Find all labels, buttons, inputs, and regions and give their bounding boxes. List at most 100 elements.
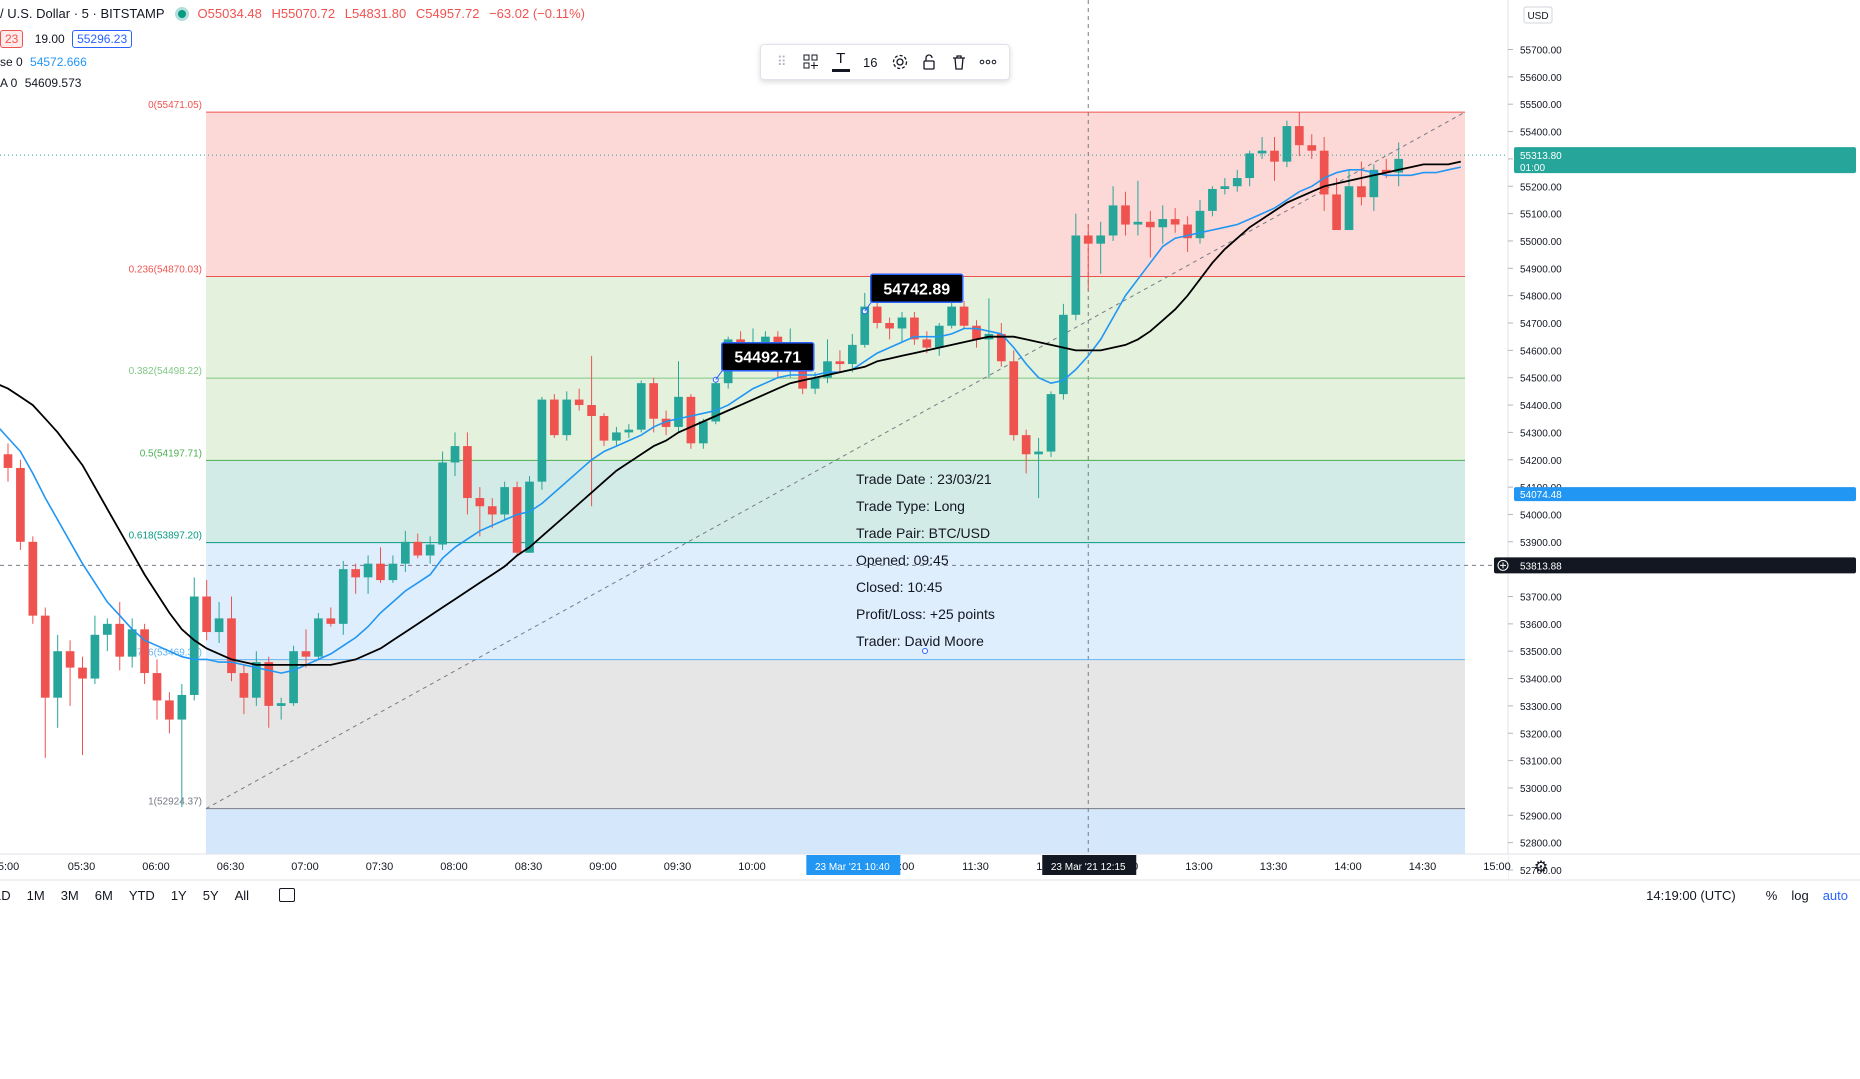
candle-body [388,563,398,581]
candle-body [823,361,832,378]
candle-body [264,662,274,706]
time-tick-label: 13:00 [1185,861,1213,873]
template-icon[interactable] [798,49,824,75]
drag-handle-icon[interactable]: ⠿ [776,54,787,69]
fib-level-label: 0.382(54498.22) [129,366,202,377]
currency-badge[interactable] [1523,6,1553,24]
trade-notes[interactable]: Trade Date : 23/03/21 Trade Type: Long T… [856,470,995,659]
interval-label[interactable]: 5 [81,6,89,21]
price-tick-label: 53100.00 [1520,757,1562,768]
candle-body [1369,169,1379,198]
candle-body [810,377,820,389]
fib-level-label: 0.5(54197.71) [140,448,202,459]
candle-body [127,629,137,657]
percent-toggle[interactable]: % [1765,887,1778,903]
price-callout-exit[interactable]: 54742.89 [861,273,964,315]
add-alert-icon[interactable] [1497,559,1509,571]
ma-price-label: 54074.48 [1520,490,1562,501]
price-tick-label: 53900.00 [1520,538,1562,549]
lock-icon[interactable] [916,49,942,75]
callout-price: 54742.89 [883,281,950,298]
candle-body [1319,150,1329,195]
candle-body [1294,126,1304,146]
time-tick-label: 06:30 [217,861,245,873]
candle-body [1208,188,1217,211]
indicator-row-2[interactable]: se 0 54572.666 [0,55,87,69]
time-tick-label: 14:30 [1409,861,1437,873]
price-tick-label: 52900.00 [1520,811,1562,822]
time-tick-label: 08:30 [515,861,543,873]
callout-box [870,273,964,304]
candle-body [1232,178,1242,187]
indicator-row-1[interactable]: 23 19.00 55296.23 [0,30,133,48]
range-button-all[interactable]: All [234,887,250,903]
candle-body [16,467,25,542]
candle-body [1096,235,1106,244]
candle-body [1170,219,1180,225]
crosshair-price-tag [1494,557,1856,574]
candle-body [1357,186,1366,198]
range-button-1y[interactable]: 1Y [170,887,187,903]
range-button-3m[interactable]: 3M [60,887,79,903]
fib-zones [206,112,1465,854]
candle-body [922,339,932,348]
candle-body [251,662,261,698]
candle-body [1133,221,1143,225]
indicator-row-3[interactable]: A 0 54609.573 [0,76,81,90]
candle-body [326,618,336,624]
font-size-button[interactable]: 16 [863,54,878,70]
currency-label: USD [1527,11,1548,22]
time-axis-bg [0,854,1508,880]
fib-level-label: 1(52924.37) [148,797,202,808]
more-options-icon[interactable] [975,49,1001,75]
range-button-1m[interactable]: 1M [26,887,45,903]
axis-settings-gear-icon[interactable]: ⚙ [1534,857,1548,876]
note-anchor[interactable] [922,648,928,654]
time-tick-label: :5:00 [0,861,19,873]
candle-body [363,563,373,578]
candle-body [400,541,410,564]
utc-clock[interactable]: 14:19:00 (UTC) [1646,887,1736,903]
range-button-5y[interactable]: 5Y [202,887,219,903]
candle-body [463,446,472,499]
range-button-1d[interactable]: 1D [0,887,11,903]
fib-level-label: 0.236(54870.03) [129,264,202,275]
indicator-label-2: se 0 [0,55,23,69]
price-callout-entry[interactable]: 54492.71 [712,341,815,383]
candle-body [140,629,149,674]
candle-body [1270,150,1279,162]
text-color-icon[interactable]: T [828,49,854,75]
candle-body [202,596,212,633]
fib-lines[interactable]: 0(55471.05) 0.236(54870.03) 0.382(54498.22… [129,100,1466,810]
plus-icon [1500,562,1506,569]
exchange-label: BITSTAMP [100,6,165,21]
candle-body [1282,126,1292,162]
candle-body [102,623,112,635]
log-toggle[interactable]: log [1791,887,1809,903]
candle-body [165,700,174,720]
candle-body [587,405,596,416]
time-axis[interactable]: :5:00 05:30 06:00 06:30 07:00 07:30 08:00 08:30… [0,853,1860,881]
price-axis[interactable]: 55700.0055600.0055500.0055400.0055300.00… [1494,0,1860,880]
trash-icon[interactable] [946,49,972,75]
candle-body [996,333,1006,362]
time-tick-label: 09:30 [664,861,692,873]
candle-body [1332,194,1341,231]
fast-ma-line [0,166,1461,674]
candle-body [947,306,957,326]
time-tick-label: 13:30 [1260,861,1288,873]
fib-zone [206,460,1465,543]
candle-body [1059,314,1068,395]
goto-date-icon[interactable] [279,888,296,902]
range-button-6m[interactable]: 6M [94,887,113,903]
candle-body [661,418,671,427]
fib-zone [206,659,1465,809]
auto-toggle[interactable]: auto [1822,887,1848,903]
range-button-ytd[interactable]: YTD [128,887,155,903]
settings-gear-icon[interactable] [887,49,913,75]
candle-body [674,396,683,427]
candle-body [1145,221,1155,228]
time-tick-label: 14:00 [1334,861,1362,873]
candle-body [500,487,510,515]
